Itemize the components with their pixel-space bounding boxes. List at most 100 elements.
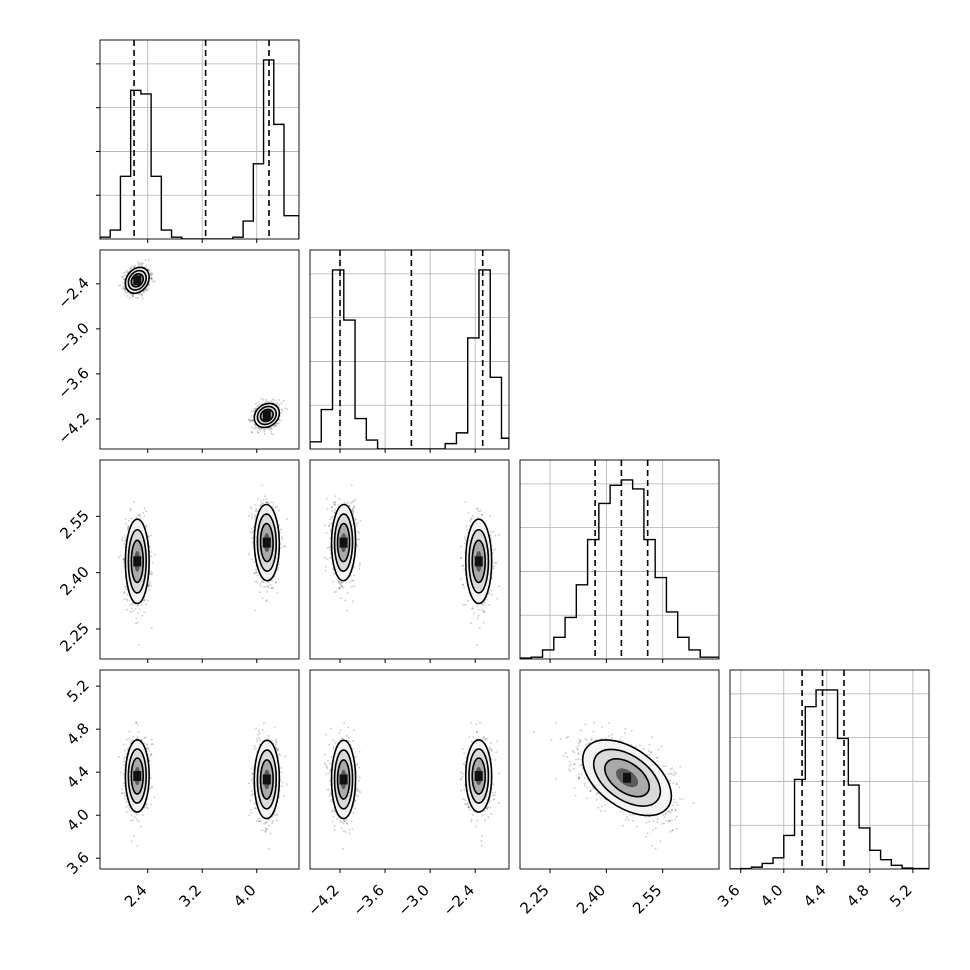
panel-2-2 [520, 460, 719, 659]
sample-point [122, 558, 125, 561]
sample-point [262, 398, 265, 401]
sample-point [151, 572, 154, 575]
sample-point [250, 558, 253, 561]
sample-point [122, 592, 125, 595]
sample-point [267, 581, 270, 584]
sample-point [338, 580, 341, 583]
sample-point [257, 401, 260, 404]
sample-point [483, 610, 486, 613]
sample-point [257, 404, 260, 407]
sample-point [354, 518, 357, 521]
sample-point [266, 501, 269, 504]
sample-point [122, 792, 125, 795]
sample-point [461, 584, 464, 587]
sample-point [259, 585, 262, 588]
sample-point [476, 617, 479, 620]
sample-point [130, 265, 133, 268]
sample-point [129, 603, 132, 606]
sample-point [248, 515, 251, 518]
sample-point [352, 505, 355, 508]
sample-point [463, 542, 466, 545]
sample-point [488, 592, 491, 595]
sample-point [123, 591, 126, 594]
sample-point [270, 587, 273, 590]
sample-point [324, 565, 327, 568]
sample-point [150, 584, 153, 587]
sample-point [249, 419, 252, 422]
sample-point [333, 503, 336, 506]
sample-point [259, 582, 262, 585]
sample-point [131, 603, 134, 606]
histogram-step-0 [100, 59, 299, 239]
sample-point [150, 550, 153, 553]
sample-point [270, 587, 273, 590]
sample-point [251, 516, 254, 519]
sample-point [346, 591, 349, 594]
sample-point [323, 556, 326, 559]
sample-point [266, 590, 269, 593]
sample-point [489, 534, 492, 537]
sample-point [326, 547, 329, 550]
sample-point [127, 519, 130, 522]
sample-point [143, 598, 146, 601]
sample-point [151, 272, 154, 275]
panel-3-0 [118, 721, 289, 850]
sample-point [264, 495, 267, 498]
sample-point [142, 262, 145, 265]
sample-point [272, 586, 275, 589]
sample-point [270, 426, 273, 429]
sample-point [276, 422, 279, 425]
sample-point [128, 806, 131, 809]
sample-point [355, 524, 358, 527]
sample-point [492, 549, 495, 552]
sample-point [463, 586, 466, 589]
sample-point [351, 579, 354, 582]
sample-point [462, 603, 465, 606]
sample-point [353, 506, 356, 509]
sample-point [148, 268, 151, 271]
sample-point [153, 280, 156, 283]
sample-point [150, 570, 153, 573]
sample-point [489, 530, 492, 533]
sample-point [139, 514, 142, 517]
sample-point [494, 548, 497, 551]
sample-point [459, 556, 462, 559]
sample-point [261, 484, 264, 487]
ytick-label-1-1: −3.6 [54, 364, 92, 402]
sample-point [142, 511, 145, 514]
histogram-step-1 [310, 269, 509, 449]
panel-1-0 [118, 259, 289, 436]
sample-point [143, 736, 146, 739]
sample-point [352, 500, 355, 503]
histogram-step-2 [520, 479, 719, 659]
sample-point [145, 603, 148, 606]
sample-point [126, 593, 129, 596]
sample-point [465, 525, 468, 528]
sample-point [352, 510, 355, 513]
sample-point [139, 517, 142, 520]
sample-point [250, 507, 253, 510]
sample-point [147, 585, 150, 588]
sample-point [328, 524, 331, 527]
density-peak-2-0-1 [262, 537, 271, 548]
sample-point [150, 786, 153, 789]
sample-point [464, 536, 467, 539]
sample-point [280, 547, 283, 550]
sample-point [278, 403, 281, 406]
sample-point [329, 529, 332, 532]
sample-point [250, 420, 253, 423]
sample-point [129, 267, 132, 270]
sample-point [248, 553, 251, 556]
sample-point [275, 505, 278, 508]
sample-point [248, 418, 251, 421]
sample-point [143, 599, 146, 602]
sample-point [466, 528, 469, 531]
sample-point [147, 269, 150, 272]
sample-point [467, 511, 470, 514]
sample-point [270, 430, 273, 433]
sample-point [277, 509, 280, 512]
sample-point [358, 567, 361, 570]
sample-point [263, 585, 266, 588]
sample-point [325, 531, 328, 534]
sample-point [350, 484, 353, 487]
